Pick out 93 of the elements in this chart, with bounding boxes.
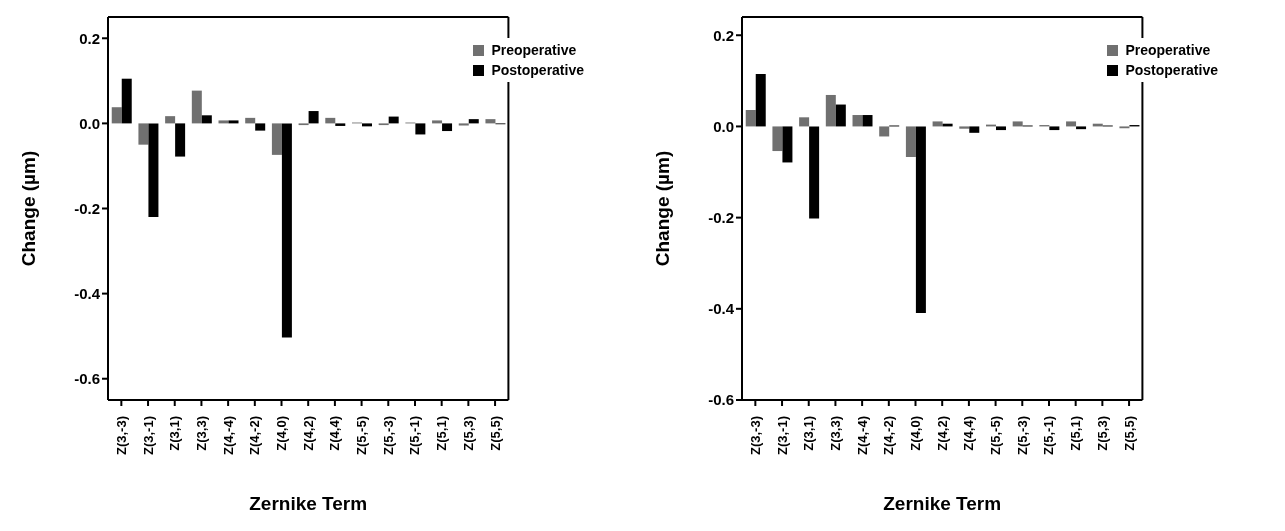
x-tick-label: Z(3,-3) [747,416,763,455]
y-tick-label: -0.2 [74,199,100,217]
x-tick-label: Z(4,0) [908,416,924,451]
legend-label: Postoperative [491,61,584,80]
x-tick-label: Z(4,-2) [247,416,263,455]
x-tick-label: Z(3,1) [801,416,817,451]
x-tick-label: Z(5,-1) [1041,416,1057,455]
y-tick-label: 0.2 [713,26,734,44]
bar [969,126,980,133]
x-tick-label: Z(4,-4) [220,416,236,455]
x-tick-label: Z(5,1) [1068,416,1084,451]
y-tick-label: 0.2 [79,29,100,47]
x-tick-label: Z(4,2) [934,416,950,451]
x-tick-label: Z(5,3) [460,416,476,451]
x-tick-label: Z(5,1) [434,416,450,451]
bar [148,123,159,218]
x-tick-label: Z(3,1) [167,416,183,451]
bar [1076,126,1087,130]
bar [121,78,132,124]
x-tick-label: Z(4,0) [274,416,290,451]
y-tick-label: -0.6 [74,370,100,388]
y-tick-label: -0.4 [74,284,101,302]
bar [862,115,873,127]
bar [1066,121,1077,127]
bar [175,123,186,157]
bar [799,117,810,127]
x-tick-label: Z(5,-3) [380,416,396,455]
bar [825,94,836,127]
x-tick-label: Z(5,-5) [354,416,370,455]
bar [905,126,916,157]
bar [432,120,443,124]
x-tick-label: Z(3,-3) [113,416,129,455]
x-tick-label: Z(5,-5) [988,416,1004,455]
bar [218,120,229,124]
bar [995,126,1006,131]
y-tick-label: 0.0 [79,114,100,132]
x-tick-label: Z(4,4) [327,416,343,451]
x-tick-label: Z(4,2) [300,416,316,451]
bar [755,73,766,127]
y-tick-label: -0.6 [708,391,734,409]
bar [852,115,863,127]
y-axis-title: Change (µm) [651,150,673,267]
x-tick-label: Z(3,3) [193,416,209,451]
bar [879,126,890,137]
bar [281,123,292,338]
y-tick-label: -0.2 [708,208,734,226]
bar [111,107,122,124]
x-tick-label: Z(5,3) [1094,416,1110,451]
x-tick-label: Z(5,-3) [1014,416,1030,455]
bar [271,123,282,155]
y-tick-label: 0.0 [713,117,734,135]
bar [809,126,820,219]
bar [228,120,239,124]
x-tick-label: Z(5,5) [1121,416,1137,451]
bar [165,116,176,124]
x-tick-label: Z(4,-2) [881,416,897,455]
bar [361,123,372,127]
bar [138,123,149,145]
bar [915,126,926,313]
x-tick-label: Z(4,4) [961,416,977,451]
x-axis-title: Zernike Term [883,493,1002,514]
x-tick-label: Z(5,-1) [407,416,423,455]
y-tick-label: -0.4 [708,300,735,318]
bar [772,126,783,152]
bar [1012,121,1023,127]
legend-label: Preoperative [491,41,577,60]
bar [782,126,793,163]
y-axis-title: Change (µm) [17,150,39,267]
legend-label: Postoperative [1125,61,1218,80]
x-tick-label: Z(3,-1) [140,416,156,455]
bar [245,117,256,124]
bar [191,90,202,124]
x-axis-title: Zernike Term [249,493,368,514]
bar [468,119,479,124]
bar [442,123,453,132]
bar [308,111,319,124]
x-tick-label: Z(5,5) [487,416,503,451]
bar [1049,126,1060,131]
bar [335,123,346,126]
bar [255,123,266,131]
bar [835,104,846,127]
bar [959,126,970,129]
bar [745,110,756,127]
bar [485,119,496,124]
x-tick-label: Z(3,-1) [774,416,790,455]
x-tick-label: Z(4,-4) [854,416,870,455]
bar [458,123,469,126]
legend-label: Preoperative [1125,41,1211,60]
bar [932,121,943,127]
bar [415,123,426,135]
x-tick-label: Z(3,3) [827,416,843,451]
bar [325,117,336,124]
bar [201,115,212,124]
